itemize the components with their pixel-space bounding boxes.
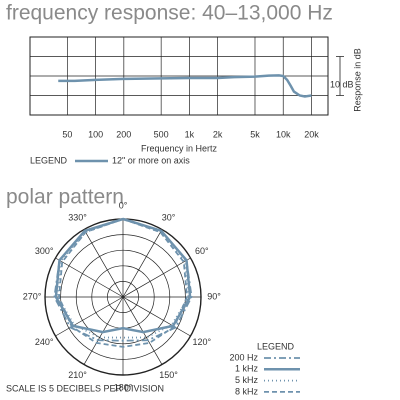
angle-label: 30° [162,213,176,223]
angle-label: 60° [195,246,209,256]
angle-label: 210° [68,370,87,380]
x-tick-label: 10k [276,129,291,139]
legend-label: 5 kHz [235,375,259,385]
angle-label: 150° [159,370,178,380]
angle-label: 330° [68,213,87,223]
legend-title: LEGEND [30,155,68,165]
legend-label: 1 kHz [235,364,259,374]
polar-line [58,218,188,348]
angle-label: 120° [192,337,211,347]
scale-bar [336,56,344,96]
y-axis-label: Response in dB [352,48,362,112]
grid-spoke [122,296,191,337]
x-tick-label: 100 [88,129,103,139]
legend-label: 12" or more on axis [112,155,190,165]
x-tick-label: 500 [154,129,169,139]
angle-label: 0° [119,200,128,210]
angle-label: 180° [114,382,133,392]
x-tick-label: 5k [250,129,260,139]
x-tick-label: 50 [62,129,72,139]
response-line [58,74,312,98]
note: SCALE IS 5 DECIBELS PER DIVISION [6,383,164,393]
grid-spoke [83,229,124,298]
grid-spoke [55,257,124,298]
grid-spoke [122,257,191,298]
x-tick-label: 1k [185,129,195,139]
x-tick-label: 20k [304,129,319,139]
legend-label: 200 Hz [229,352,258,362]
polar-line [54,217,192,334]
grid-spoke [55,296,124,337]
x-axis-label: Frequency in Hertz [141,143,218,153]
x-tick-label: 200 [116,129,131,139]
chart-title: polar pattern [6,186,124,209]
angle-label: 240° [35,337,54,347]
chart-title: frequency response: 40–13,000 Hz [6,2,333,25]
x-tick-label: 2k [213,129,223,139]
angle-label: 90° [207,291,221,301]
angle-label: 270° [23,291,42,301]
angle-label: 300° [35,246,54,256]
legend-title: LEGEND [257,341,295,351]
legend-label: 8 kHz [235,386,259,396]
scale-note: 10 dB [330,79,354,89]
grid-spoke [122,229,163,298]
